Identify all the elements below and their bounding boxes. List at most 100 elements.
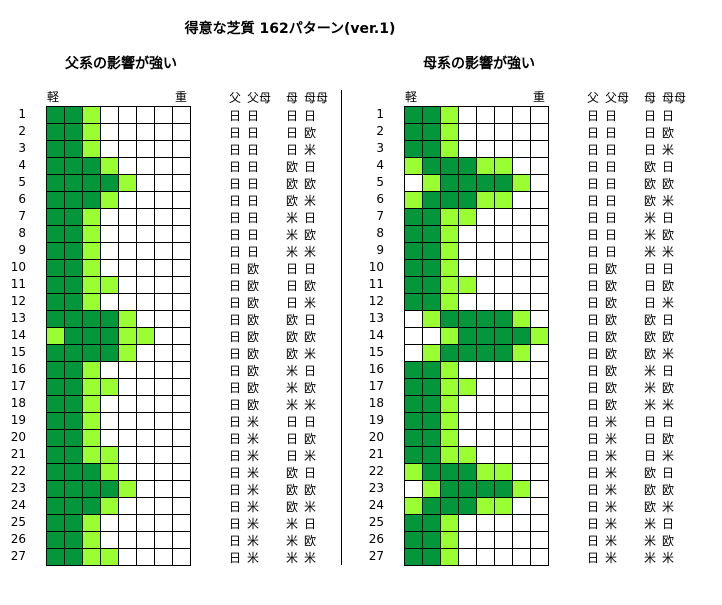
cell-empty xyxy=(118,157,137,175)
origin-label: 米 xyxy=(247,483,260,497)
origin-label: 日 xyxy=(587,211,600,225)
grid-row xyxy=(46,327,191,345)
cell-strong xyxy=(440,157,459,175)
origin-label: 日 xyxy=(229,398,242,412)
cell-strong xyxy=(64,361,83,379)
cell-empty xyxy=(512,497,531,515)
cell-weak xyxy=(82,259,101,277)
grid-row xyxy=(404,497,549,515)
cell-strong xyxy=(422,378,441,396)
origin-label: 米 xyxy=(605,432,618,446)
column-header: 母 xyxy=(644,91,657,105)
cell-strong xyxy=(46,378,65,396)
cell-empty xyxy=(530,429,549,447)
origin-label: 米 xyxy=(662,143,675,157)
origin-label: 米 xyxy=(662,398,675,412)
cell-empty xyxy=(172,310,191,328)
cell-empty xyxy=(172,140,191,158)
origin-label: 日 xyxy=(229,415,242,429)
grid-row xyxy=(46,378,191,396)
cell-strong xyxy=(100,310,119,328)
row-number: 22 xyxy=(368,464,384,478)
origin-label: 日 xyxy=(662,517,675,531)
origin-label: 欧 xyxy=(247,262,260,276)
cell-strong xyxy=(82,497,101,515)
cell-empty xyxy=(458,429,477,447)
origin-label: 欧 xyxy=(304,279,317,293)
cell-empty xyxy=(118,225,137,243)
cell-empty xyxy=(136,378,155,396)
cell-strong xyxy=(100,327,119,345)
cell-empty xyxy=(172,208,191,226)
cell-strong xyxy=(494,480,513,498)
cell-weak xyxy=(82,123,101,141)
origin-label: 日 xyxy=(247,177,260,191)
origin-label: 日 xyxy=(229,500,242,514)
cell-empty xyxy=(458,140,477,158)
origin-label: 欧 xyxy=(662,534,675,548)
row-number: 1 xyxy=(376,107,384,121)
origin-label: 欧 xyxy=(304,330,317,344)
cell-strong xyxy=(440,344,459,362)
origin-label: 日 xyxy=(229,245,242,259)
origin-label: 米 xyxy=(644,551,657,565)
origin-label: 日 xyxy=(229,534,242,548)
cell-strong xyxy=(46,395,65,413)
cell-strong xyxy=(46,208,65,226)
cell-weak xyxy=(82,395,101,413)
cell-empty xyxy=(530,157,549,175)
cell-strong xyxy=(458,344,477,362)
origin-label: 欧 xyxy=(304,228,317,242)
grid-row xyxy=(46,157,191,175)
cell-empty xyxy=(530,531,549,549)
cell-empty xyxy=(154,361,173,379)
cell-empty xyxy=(154,225,173,243)
origin-label: 欧 xyxy=(286,483,299,497)
cell-weak xyxy=(100,378,119,396)
cell-weak xyxy=(512,174,531,192)
cell-strong xyxy=(46,531,65,549)
origin-label: 日 xyxy=(587,500,600,514)
cell-empty xyxy=(118,276,137,294)
origin-label: 日 xyxy=(587,364,600,378)
row-number: 24 xyxy=(10,498,26,512)
cell-strong xyxy=(404,140,423,158)
origin-label: 日 xyxy=(587,313,600,327)
origin-label: 米 xyxy=(605,517,618,531)
origin-label: 欧 xyxy=(644,500,657,514)
cell-strong xyxy=(494,327,513,345)
origin-label: 日 xyxy=(304,517,317,531)
cell-weak xyxy=(118,174,137,192)
origin-label: 日 xyxy=(286,432,299,446)
row-number: 18 xyxy=(368,396,384,410)
origin-label: 米 xyxy=(662,296,675,310)
origin-label: 米 xyxy=(605,534,618,548)
grid-row xyxy=(46,548,191,566)
row-number: 23 xyxy=(368,481,384,495)
cell-strong xyxy=(64,344,83,362)
origin-label: 日 xyxy=(587,517,600,531)
cell-empty xyxy=(494,106,513,124)
cell-strong xyxy=(64,191,83,209)
origin-label: 日 xyxy=(229,126,242,140)
origin-label: 日 xyxy=(587,143,600,157)
cell-strong xyxy=(46,412,65,430)
origin-label: 日 xyxy=(229,143,242,157)
cell-empty xyxy=(530,191,549,209)
cell-empty xyxy=(476,242,495,260)
cell-strong xyxy=(46,123,65,141)
cell-empty xyxy=(100,293,119,311)
cell-empty xyxy=(172,242,191,260)
cell-strong xyxy=(100,174,119,192)
origin-label: 日 xyxy=(247,211,260,225)
origin-label: 日 xyxy=(247,160,260,174)
origin-label: 欧 xyxy=(247,347,260,361)
axis-label-light: 軽 xyxy=(47,90,60,104)
origin-label: 日 xyxy=(587,109,600,123)
cell-strong xyxy=(82,174,101,192)
origin-label: 欧 xyxy=(662,177,675,191)
cell-weak xyxy=(404,463,423,481)
cell-empty xyxy=(494,242,513,260)
cell-empty xyxy=(154,514,173,532)
cell-empty xyxy=(494,514,513,532)
